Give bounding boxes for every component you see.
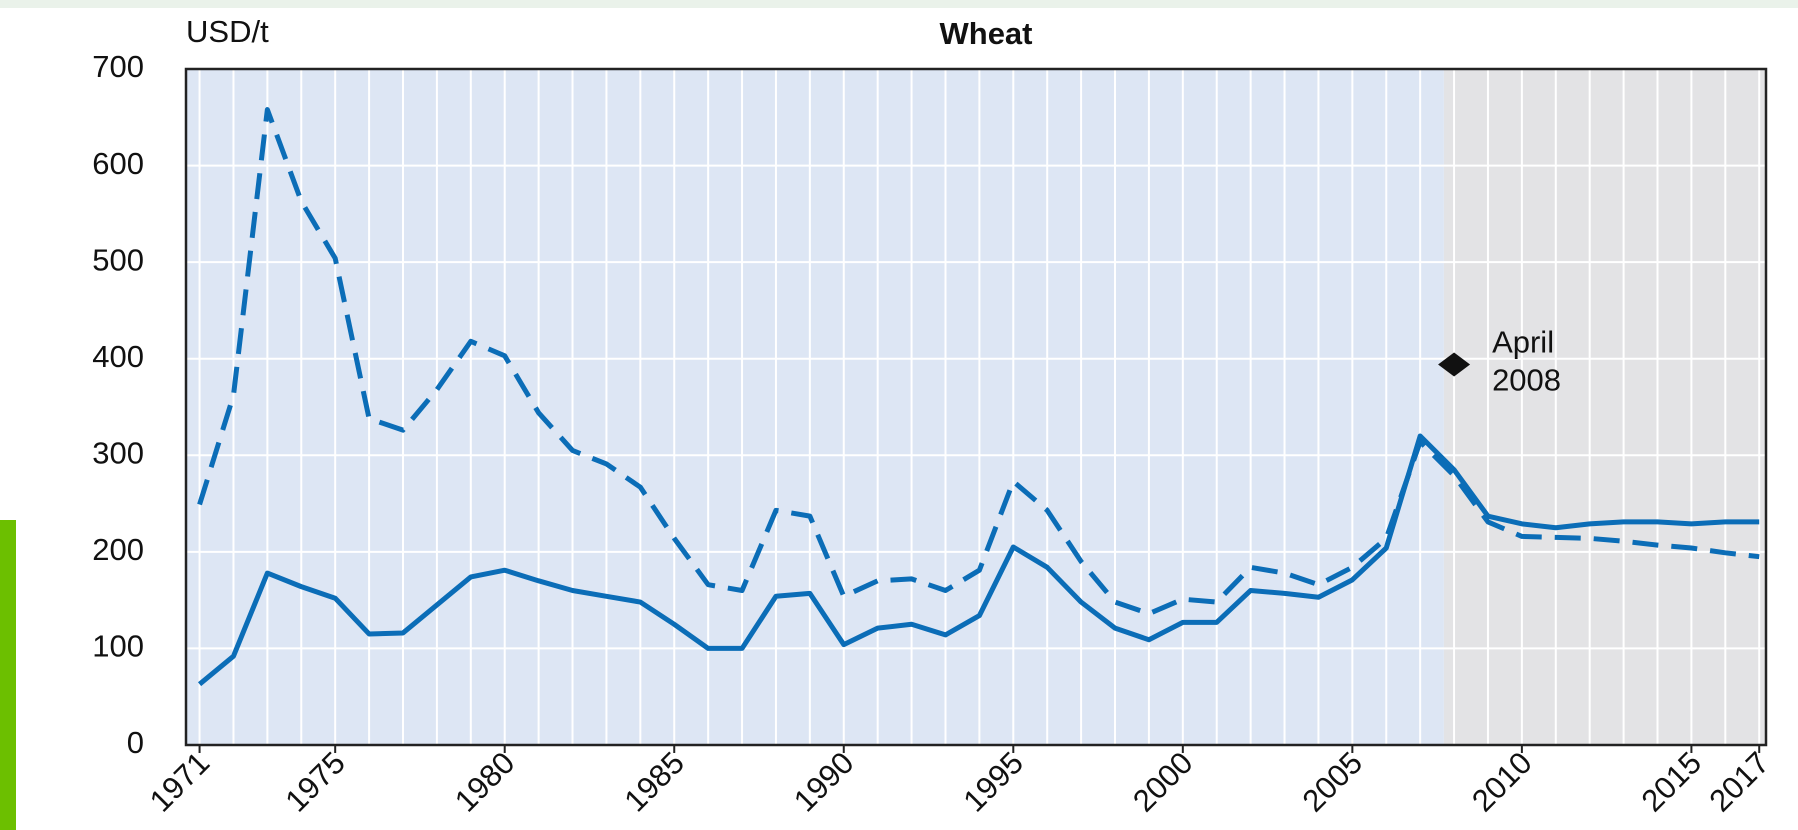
annotation-marker — [1438, 352, 1471, 377]
y-tick-label: 500 — [92, 242, 144, 277]
chart-title: Wheat — [940, 16, 1033, 51]
annotation-text: 2008 — [1492, 363, 1561, 398]
y-axis-label: USD/t — [186, 14, 269, 49]
top-strip — [0, 0, 1798, 8]
y-tick-label: 100 — [92, 629, 144, 664]
y-tick-label: 700 — [92, 49, 144, 84]
y-tick-label: 200 — [92, 532, 144, 567]
y-tick-label: 400 — [92, 339, 144, 374]
solid-line — [197, 433, 1760, 687]
annotation-text: April — [1492, 325, 1554, 360]
plot-background — [186, 69, 1444, 745]
y-tick-label: 0 — [127, 725, 144, 760]
y-tick-label: 600 — [92, 146, 144, 181]
plot-border — [184, 67, 1768, 747]
dashed-line — [197, 107, 1760, 617]
side-accent — [0, 520, 16, 830]
projection-background — [1443, 69, 1766, 745]
y-tick-label: 300 — [92, 435, 144, 470]
